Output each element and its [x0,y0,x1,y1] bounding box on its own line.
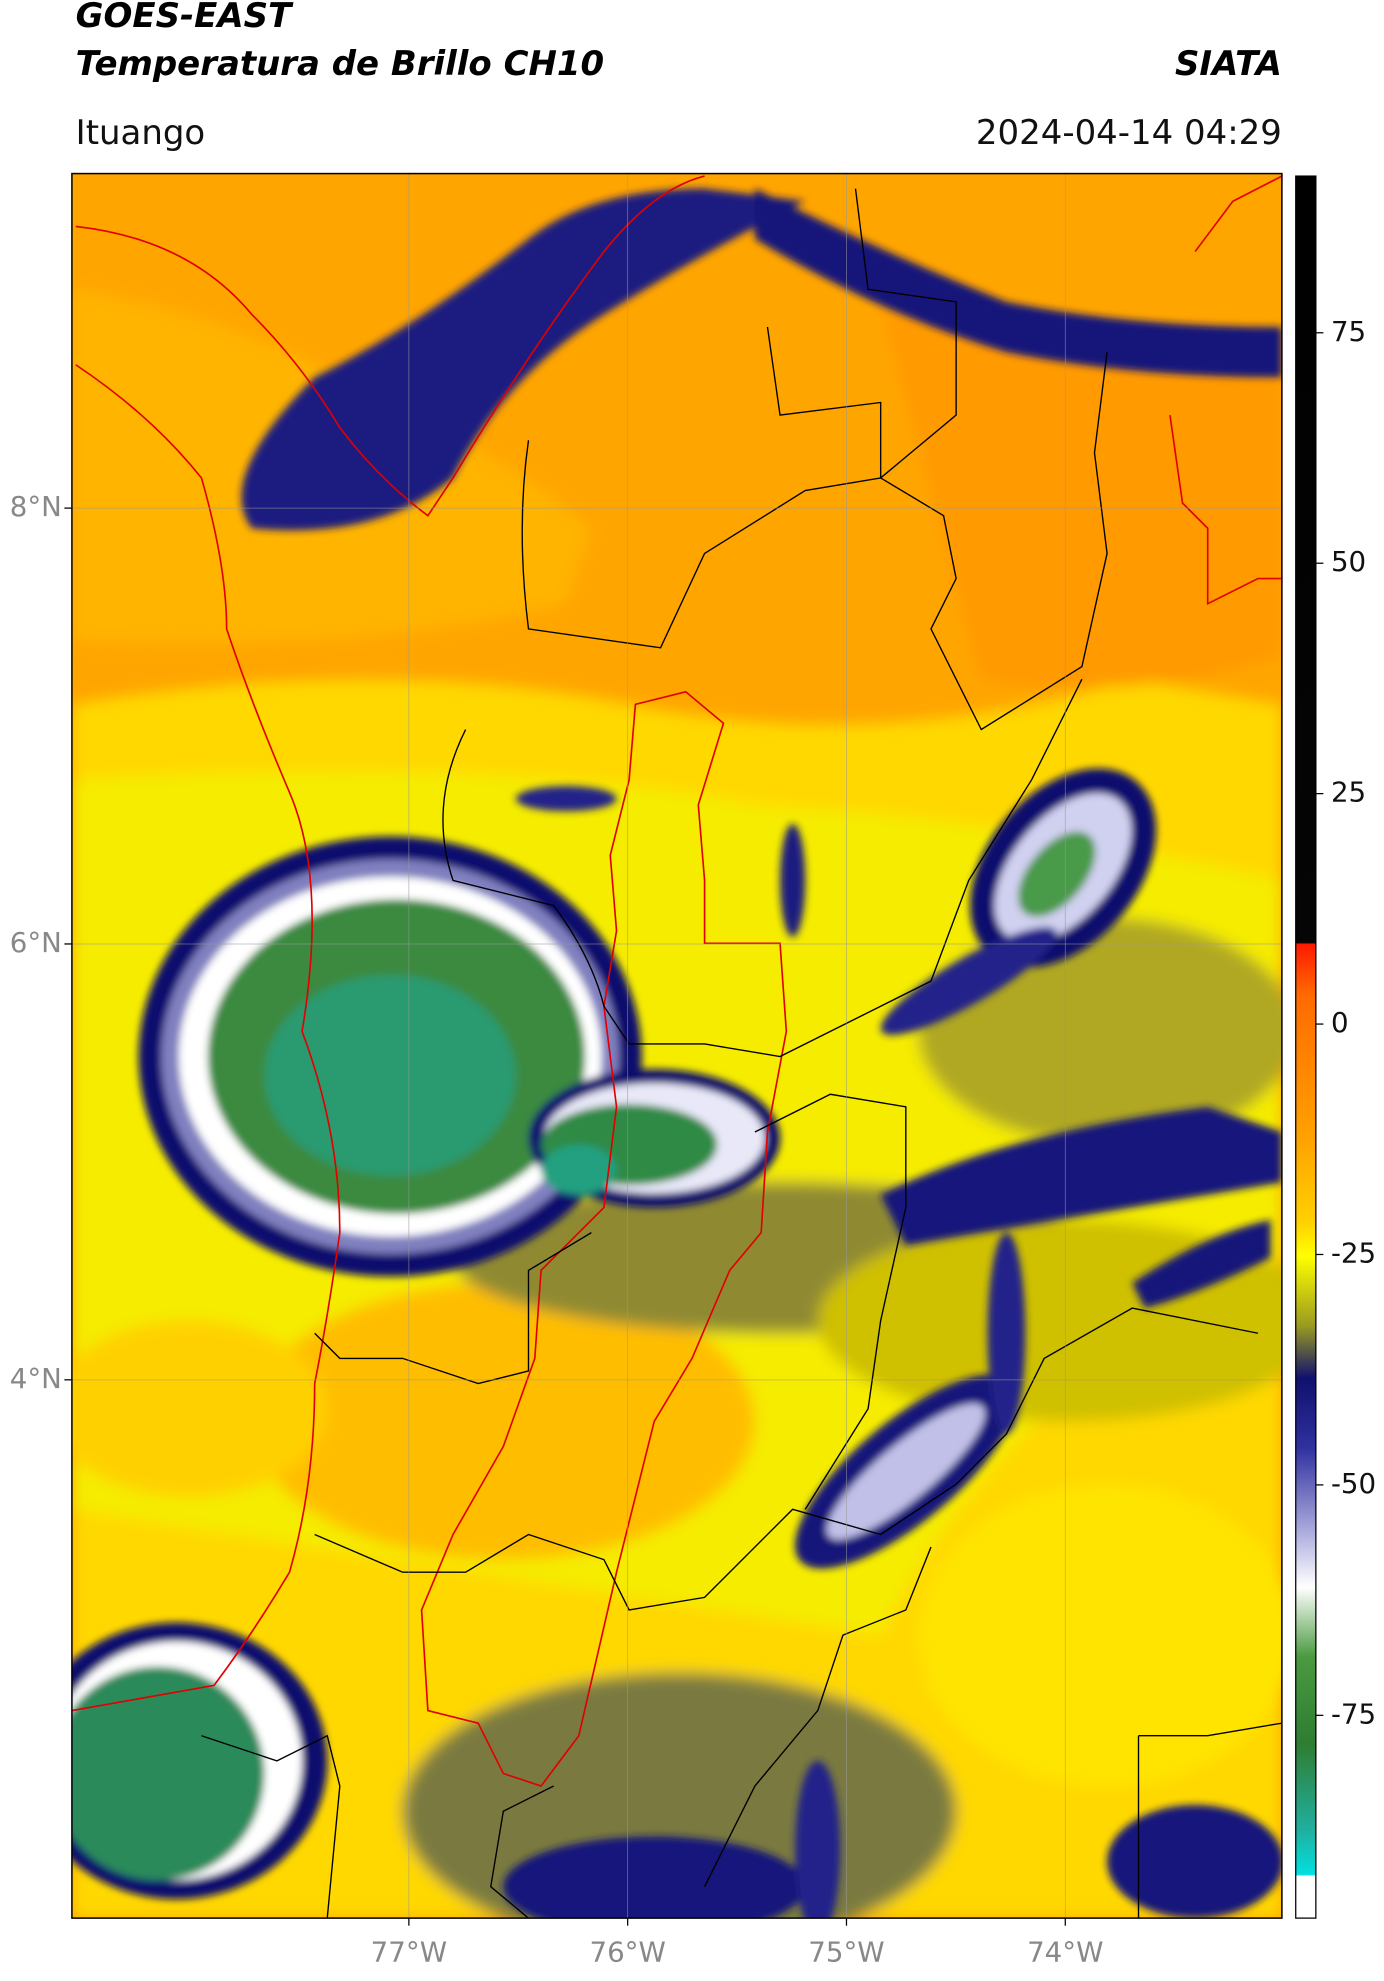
colorbar-tick-label: 75 [1331,315,1366,348]
colorbar-tick-label: -75 [1331,1697,1376,1730]
graticule [71,173,1282,1919]
location: Ituango [76,113,206,153]
datetime: 2024-04-14 04:29 [976,113,1282,153]
colorbar-tick-label: 0 [1331,1006,1349,1039]
colorbar-tick-label: 50 [1331,545,1366,578]
map-frame [71,172,1283,1919]
brand: SIATA [1175,44,1282,84]
x-tick-label: 75°W [808,1935,884,1968]
x-tick-label: 76°W [589,1935,665,1968]
colorbar-tick-label: 25 [1331,776,1366,809]
y-tick-label: 8°N [10,490,62,523]
colorbar-tick-label: -50 [1331,1467,1376,1500]
x-tick-label: 74°W [1027,1935,1103,1968]
y-tick-label: 6°N [10,926,62,959]
x-tick-label: 77°W [371,1935,447,1968]
y-tick-label: 4°N [10,1362,62,1395]
satellite: GOES-EAST [76,0,294,36]
colorbar-tick-label: -25 [1331,1236,1376,1269]
colorbar [1295,175,1317,1919]
product: Temperatura de Brillo CH10 [76,44,604,84]
satellite-image [71,173,1282,1919]
